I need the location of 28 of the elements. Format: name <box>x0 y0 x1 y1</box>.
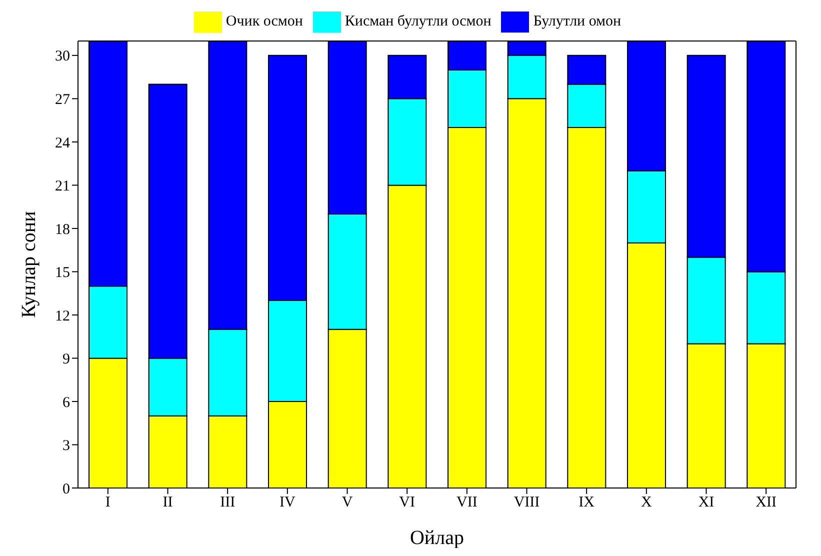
x-tick-label: IV <box>280 494 296 511</box>
x-tick-label: II <box>162 494 173 511</box>
x-tick-label: III <box>220 494 236 511</box>
y-tick-label: 30 <box>55 48 70 65</box>
x-tick-label: VI <box>399 494 415 511</box>
x-tick-label: VIII <box>514 494 540 511</box>
y-tick-label: 18 <box>55 222 70 238</box>
x-axis-title: Ойлар <box>410 527 464 549</box>
x-tick-label: V <box>342 494 353 511</box>
y-tick-label: 27 <box>55 92 70 108</box>
y-tick-label: 12 <box>55 308 70 324</box>
y-tick-label: 15 <box>55 265 70 282</box>
y-tick-label: 0 <box>62 481 70 498</box>
y-tick-label: 21 <box>55 178 70 195</box>
legend-label: Очик осмон <box>226 13 303 30</box>
x-tick-label: IX <box>578 494 595 511</box>
y-tick-label: 6 <box>62 394 70 411</box>
y-axis-title: Кунлар сони <box>18 210 40 318</box>
x-tick-label: X <box>640 494 652 511</box>
x-tick-label: I <box>105 494 110 511</box>
y-tick-label: 24 <box>55 135 70 152</box>
x-tick-label: XII <box>756 494 776 511</box>
x-tick-label: XI <box>698 494 714 511</box>
y-tick-label: 3 <box>62 438 70 454</box>
x-tick-label: VII <box>456 494 478 511</box>
legend-label: Кисман булутли осмон <box>344 13 492 30</box>
legend-label: Булутли омон <box>533 13 622 30</box>
y-tick-label: 9 <box>62 352 70 368</box>
